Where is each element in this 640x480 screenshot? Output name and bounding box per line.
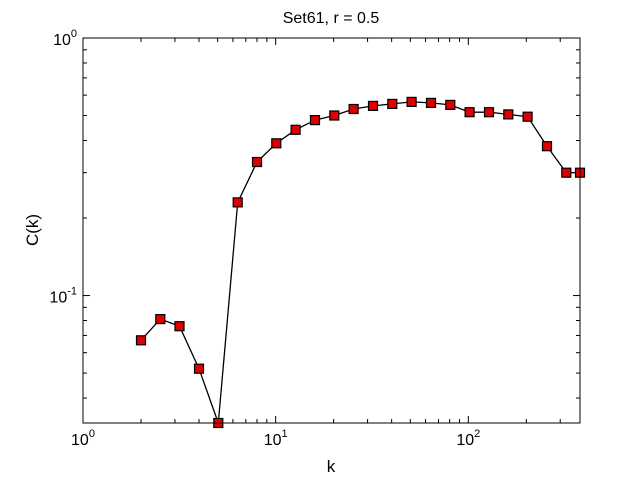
x-tick-base: 10 <box>71 432 89 449</box>
data-point <box>348 103 359 115</box>
data-point <box>464 107 475 118</box>
x-tick-base: 10 <box>456 432 474 449</box>
y-tick-base: 10 <box>49 290 67 307</box>
x-tick-exponent: 0 <box>89 428 95 440</box>
data-point <box>522 111 533 122</box>
data-point <box>290 124 301 135</box>
x-tick-exponent: 2 <box>474 428 480 440</box>
data-point <box>329 110 340 121</box>
x-tick-label: 102 <box>456 428 480 449</box>
data-point <box>503 109 514 120</box>
data-point <box>445 99 456 111</box>
x-tick-label: 100 <box>71 428 95 449</box>
x-axis-title: k <box>327 457 336 476</box>
data-point <box>387 98 398 110</box>
y-tick-exponent: -1 <box>67 286 77 298</box>
y-axis-title: C(k) <box>23 214 42 246</box>
y-tick-label: 10-1 <box>49 286 77 307</box>
x-tick-base: 10 <box>264 432 282 449</box>
data-point <box>541 141 553 152</box>
data-point <box>271 138 282 149</box>
chart-title: Set61, r = 0.5 <box>283 10 380 27</box>
series-line <box>140 101 580 424</box>
data-point <box>309 114 321 126</box>
data-point <box>193 363 205 374</box>
data-point <box>232 197 243 208</box>
x-tick-label: 101 <box>264 428 288 449</box>
plot-frame <box>82 37 581 424</box>
data-point <box>155 314 166 325</box>
data-point <box>135 335 147 346</box>
data-point <box>251 156 263 168</box>
data-point <box>367 100 379 112</box>
data-point <box>425 97 437 109</box>
y-tick-label: 100 <box>53 28 77 49</box>
x-tick-exponent: 1 <box>281 428 287 440</box>
y-tick-base: 10 <box>53 32 71 49</box>
data-point <box>483 107 495 118</box>
data-point <box>561 167 572 178</box>
data-point <box>174 321 185 332</box>
data-point <box>406 96 417 108</box>
series <box>135 96 586 429</box>
y-tick-exponent: 0 <box>71 28 77 40</box>
